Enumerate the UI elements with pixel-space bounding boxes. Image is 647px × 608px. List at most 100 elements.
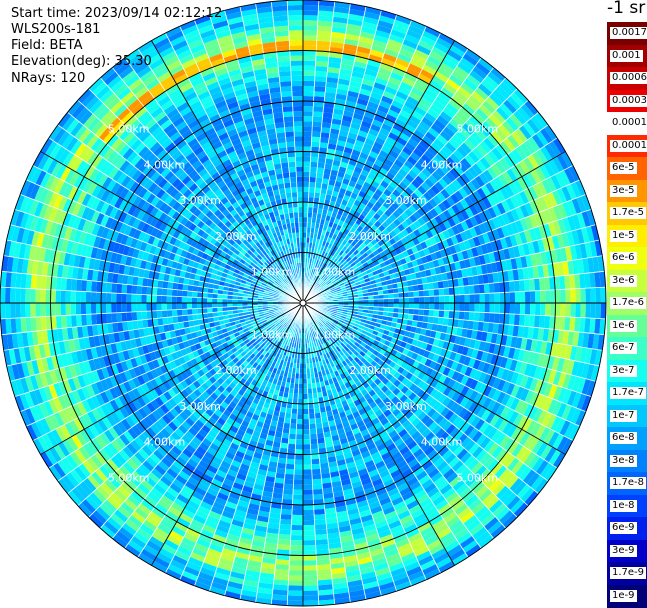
- radar-cell: [303, 71, 315, 76]
- radar-cell: [278, 534, 291, 540]
- radar-cell: [303, 217, 307, 222]
- radar-cell: [525, 291, 530, 303]
- radar-cell: [291, 408, 297, 413]
- radar-cell: [520, 291, 525, 303]
- radar-cell: [295, 449, 303, 454]
- radar-cell: [438, 317, 444, 325]
- radar-cell: [510, 292, 515, 303]
- radar-cell: [544, 316, 550, 329]
- radar-cell: [299, 379, 303, 384]
- radar-cell: [303, 81, 315, 86]
- radar-cell: [303, 51, 316, 56]
- radar-cell: [298, 399, 303, 404]
- radar-cell: [500, 303, 505, 314]
- radar-cell: [413, 309, 418, 315]
- radar-cell: [297, 409, 303, 414]
- radar-cell: [535, 291, 540, 303]
- radar-cell: [403, 308, 408, 314]
- radar-cell: [315, 76, 327, 82]
- radar-cell: [424, 303, 429, 310]
- radar-cell: [590, 303, 595, 318]
- radar-cell: [404, 297, 409, 303]
- radar-cell: [585, 288, 590, 303]
- radar-cell: [434, 303, 439, 310]
- radar-cell: [434, 310, 440, 317]
- radar-cell: [309, 424, 316, 430]
- radar-cell: [303, 590, 318, 595]
- radar-cell: [530, 303, 535, 315]
- radar-cell: [459, 311, 465, 320]
- radar-cell: [601, 303, 606, 319]
- radar-cell: [444, 310, 450, 318]
- radar-cell: [539, 315, 545, 328]
- radar-cell: [288, 444, 296, 450]
- radar-cell: [296, 424, 303, 429]
- radar-cell: [439, 310, 445, 318]
- radar-cell: [309, 182, 316, 188]
- radar-cell: [312, 479, 322, 485]
- radar-cell: [316, 56, 329, 62]
- radar-cell: [291, 413, 297, 418]
- radar-cell: [303, 192, 309, 197]
- radar-cell: [303, 40, 317, 45]
- radar-cell: [303, 555, 316, 560]
- radar-cell: [464, 303, 469, 312]
- radar-cell: [309, 192, 315, 197]
- radar-cell: [294, 474, 303, 479]
- radar-cell: [303, 409, 309, 414]
- radar-cell: [292, 500, 303, 505]
- radar-cell: [303, 182, 309, 187]
- radar-cell: [303, 141, 311, 146]
- radar-cell: [303, 525, 315, 530]
- radar-cell: [303, 0, 319, 5]
- radar-cell: [444, 295, 449, 303]
- radar-cell: [289, 560, 303, 565]
- radar-cell: [459, 295, 464, 303]
- radar-cell: [314, 86, 326, 92]
- radar-cell: [291, 530, 303, 535]
- radar-cell: [303, 61, 316, 66]
- radar-cell: [303, 86, 314, 91]
- radar-cell: [399, 298, 404, 303]
- radar-cell: [443, 280, 449, 288]
- radar-cell: [303, 111, 313, 116]
- radar-cell: [314, 519, 326, 525]
- radar-cell: [303, 520, 315, 525]
- radar-cell: [403, 292, 408, 298]
- radar-cell: [309, 413, 315, 418]
- radar-cell: [303, 394, 308, 399]
- radar-cell: [315, 529, 327, 535]
- radar-cell: [279, 524, 291, 530]
- radar-cell: [303, 575, 318, 580]
- radar-cell: [287, 601, 303, 606]
- radar-cell: [490, 293, 495, 303]
- radar-cell: [303, 414, 309, 419]
- radar-cell: [293, 480, 303, 485]
- radar-cell: [303, 545, 316, 550]
- radar-cell: [409, 297, 414, 303]
- radar-cell: [449, 295, 454, 303]
- radar-cell: [384, 299, 389, 303]
- radar-cell: [485, 303, 490, 313]
- radar-cell: [303, 20, 318, 25]
- radar-cell: [280, 443, 288, 449]
- radar-cell: [303, 495, 313, 500]
- radar-cell: [303, 601, 319, 606]
- radar-cell: [303, 35, 317, 40]
- radar-cell: [509, 281, 515, 292]
- radar-cell: [310, 439, 318, 445]
- radar-cell: [316, 428, 323, 434]
- radar-cell: [314, 514, 326, 520]
- radar-cell: [290, 419, 297, 425]
- radar-cell: [313, 484, 323, 490]
- radar-cell: [303, 485, 313, 490]
- radar-cell: [312, 132, 321, 138]
- radar-cell: [490, 303, 495, 313]
- radar-cell: [379, 303, 384, 307]
- radar-cell: [303, 101, 314, 106]
- radar-cell: [303, 106, 313, 111]
- radar-cell: [408, 309, 413, 315]
- radar-cell: [539, 278, 545, 291]
- radar-cell: [303, 207, 308, 212]
- radar-cell: [303, 152, 311, 157]
